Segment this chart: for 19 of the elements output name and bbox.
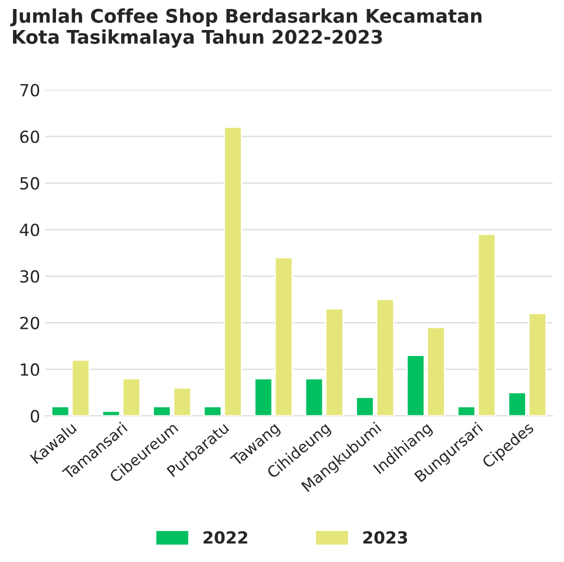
bar: [152, 406, 172, 416]
legend-label: 2022: [204, 531, 248, 544]
y-tick-label: 20: [20, 316, 40, 330]
bar: [51, 406, 70, 416]
bar: [274, 256, 294, 416]
y-tick-label: 50: [20, 177, 40, 190]
y-tick-label: 0: [30, 410, 40, 422]
chart-title: Jumlah Coffee Shop Berdasarkan Kecamatan Kota Tasikmalaya Tahun 2022-2023: [10, 8, 482, 48]
bar: [71, 359, 90, 416]
bar: [356, 396, 374, 416]
y-tick-label: 40: [20, 224, 40, 236]
y-tick-label: 10: [20, 363, 40, 376]
bar: [172, 387, 192, 416]
bar: [376, 298, 395, 416]
bar: [254, 378, 273, 416]
y-tick-label: 70: [20, 84, 40, 96]
y-tick-label: 60: [20, 130, 40, 144]
legend-label: 2023: [363, 531, 408, 544]
y-tick-label: 30: [20, 270, 40, 283]
